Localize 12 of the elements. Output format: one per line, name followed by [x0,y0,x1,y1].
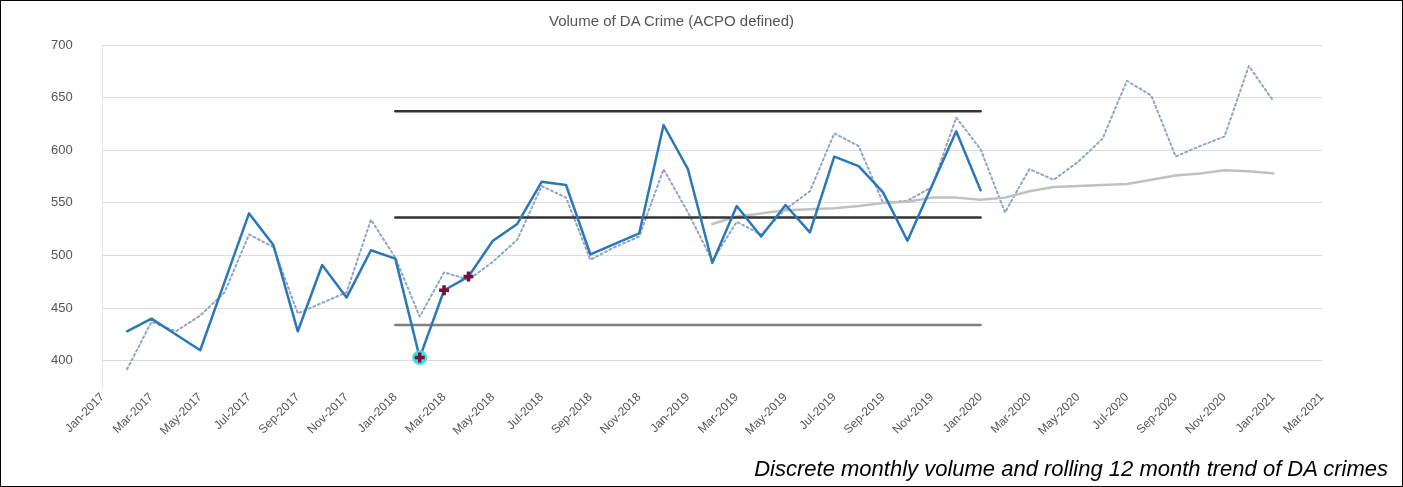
y-tick-label: 700 [50,36,73,52]
text: Discrete monthly volume and rolling 12 month trend of DA crimes [754,456,1388,482]
y-tick-label: 550 [50,194,73,210]
point [437,283,451,297]
y-tick-label: 600 [50,141,73,157]
y-tick-label: 500 [50,247,73,263]
y-tick-label: 650 [50,89,73,105]
y-tick-label: 400 [50,352,73,368]
point [461,269,476,284]
y-tick-label: 450 [50,299,73,315]
line-series [126,65,1275,371]
chart-title: Volume of DA Crime (ACPO defined) [548,12,795,30]
